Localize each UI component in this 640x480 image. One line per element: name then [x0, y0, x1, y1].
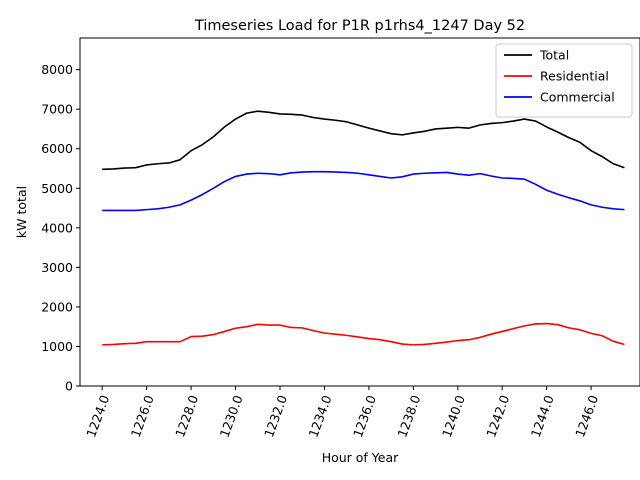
y-axis: 0 1000 2000 3000 4000 5000 6000 7000 8000 — [41, 62, 80, 394]
y-tick-label: 6000 — [41, 141, 73, 156]
y-axis-title: kW total — [14, 186, 29, 238]
legend-box — [495, 43, 633, 118]
y-tick-label: 4000 — [41, 220, 73, 235]
x-tick-label: 1232.0 — [261, 393, 290, 439]
legend-label-total: Total — [539, 48, 569, 63]
x-tick-label: 1240.0 — [439, 393, 468, 439]
x-tick-label: 1242.0 — [483, 393, 512, 439]
y-tick-label: 1000 — [41, 339, 73, 354]
y-tick-label: 8000 — [41, 62, 73, 77]
series-line-commercial — [102, 170, 625, 212]
x-axis-title: Hour of Year — [322, 450, 399, 465]
x-tick-label: 1244.0 — [528, 393, 557, 439]
series-line-total — [102, 110, 625, 171]
legend-label-commercial: Commercial — [540, 90, 615, 105]
y-tick-label: 2000 — [41, 299, 73, 314]
x-tick-label: 1236.0 — [350, 393, 379, 439]
x-tick-label: 1238.0 — [394, 393, 423, 439]
x-tick-label: 1230.0 — [217, 393, 246, 439]
x-tick-label: 1246.0 — [572, 393, 601, 439]
x-tick-label: 1228.0 — [172, 393, 201, 439]
plot-lines — [102, 110, 625, 346]
y-tick-label: 5000 — [41, 181, 73, 196]
y-tick-label: 0 — [65, 379, 73, 394]
legend: Total Residential Commercial — [495, 43, 633, 118]
legend-label-residential: Residential — [540, 69, 609, 84]
y-tick-label: 3000 — [41, 260, 73, 275]
x-tick-label: 1234.0 — [305, 393, 334, 439]
x-axis: 1224.0 1226.0 1228.0 1230.0 1232.0 1234.0 1236… — [83, 386, 601, 439]
y-tick-label: 7000 — [41, 102, 73, 117]
plot-frame — [79, 37, 640, 387]
series-line-residential — [102, 322, 625, 346]
chart-title: Timeseries Load for P1R p1rhs4_1247 Day … — [194, 18, 525, 34]
x-tick-label: 1224.0 — [83, 393, 112, 439]
x-tick-label: 1226.0 — [128, 393, 157, 439]
